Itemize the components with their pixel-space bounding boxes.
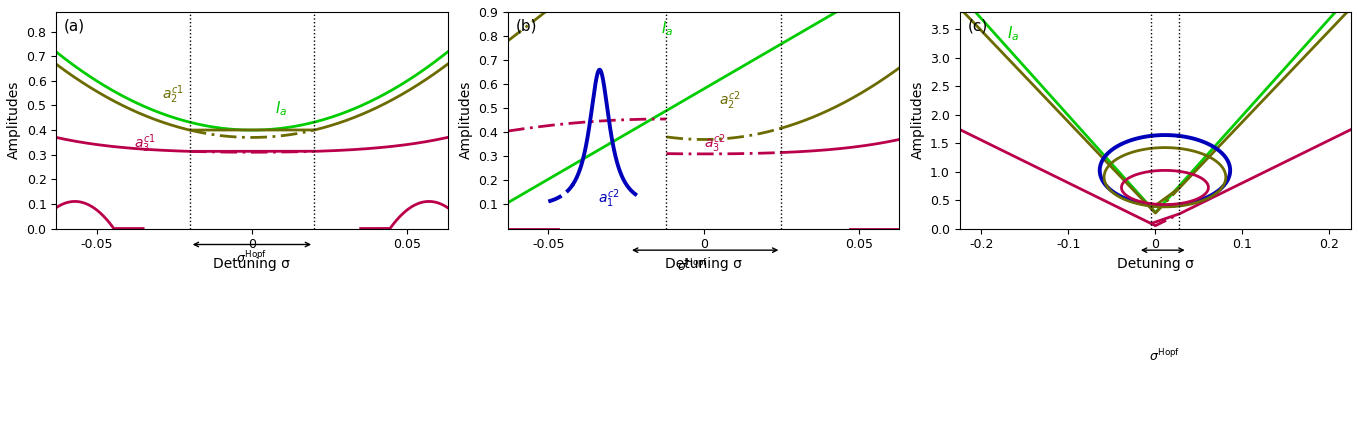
Text: (a): (a) — [64, 18, 86, 34]
Y-axis label: Amplitudes: Amplitudes — [910, 81, 925, 160]
Text: $\sigma^{\rm Hopf}$: $\sigma^{\rm Hopf}$ — [678, 258, 709, 274]
X-axis label: Detuning σ: Detuning σ — [665, 257, 741, 271]
Text: $I_a$: $I_a$ — [276, 100, 288, 119]
Text: $a_2^{c1}$: $a_2^{c1}$ — [162, 83, 183, 106]
Text: $a_3^{c1}$: $a_3^{c1}$ — [134, 133, 156, 155]
Text: $I_a$: $I_a$ — [1006, 24, 1018, 43]
Y-axis label: Amplitudes: Amplitudes — [459, 81, 473, 160]
Text: $a_2^{c2}$: $a_2^{c2}$ — [720, 89, 741, 112]
Text: (b): (b) — [516, 18, 538, 34]
Text: $\sigma^{\rm Hopf}$: $\sigma^{\rm Hopf}$ — [236, 250, 268, 266]
Y-axis label: Amplitudes: Amplitudes — [7, 81, 20, 160]
Text: (c): (c) — [967, 18, 987, 34]
Text: $a_1^{c2}$: $a_1^{c2}$ — [598, 187, 619, 210]
Text: $a_3^{c2}$: $a_3^{c2}$ — [703, 133, 725, 155]
X-axis label: Detuning σ: Detuning σ — [213, 257, 291, 271]
Text: $I_a$: $I_a$ — [660, 20, 674, 38]
X-axis label: Detuning σ: Detuning σ — [1116, 257, 1194, 271]
Text: $\sigma^{\rm Hopf}$: $\sigma^{\rm Hopf}$ — [1149, 347, 1180, 364]
